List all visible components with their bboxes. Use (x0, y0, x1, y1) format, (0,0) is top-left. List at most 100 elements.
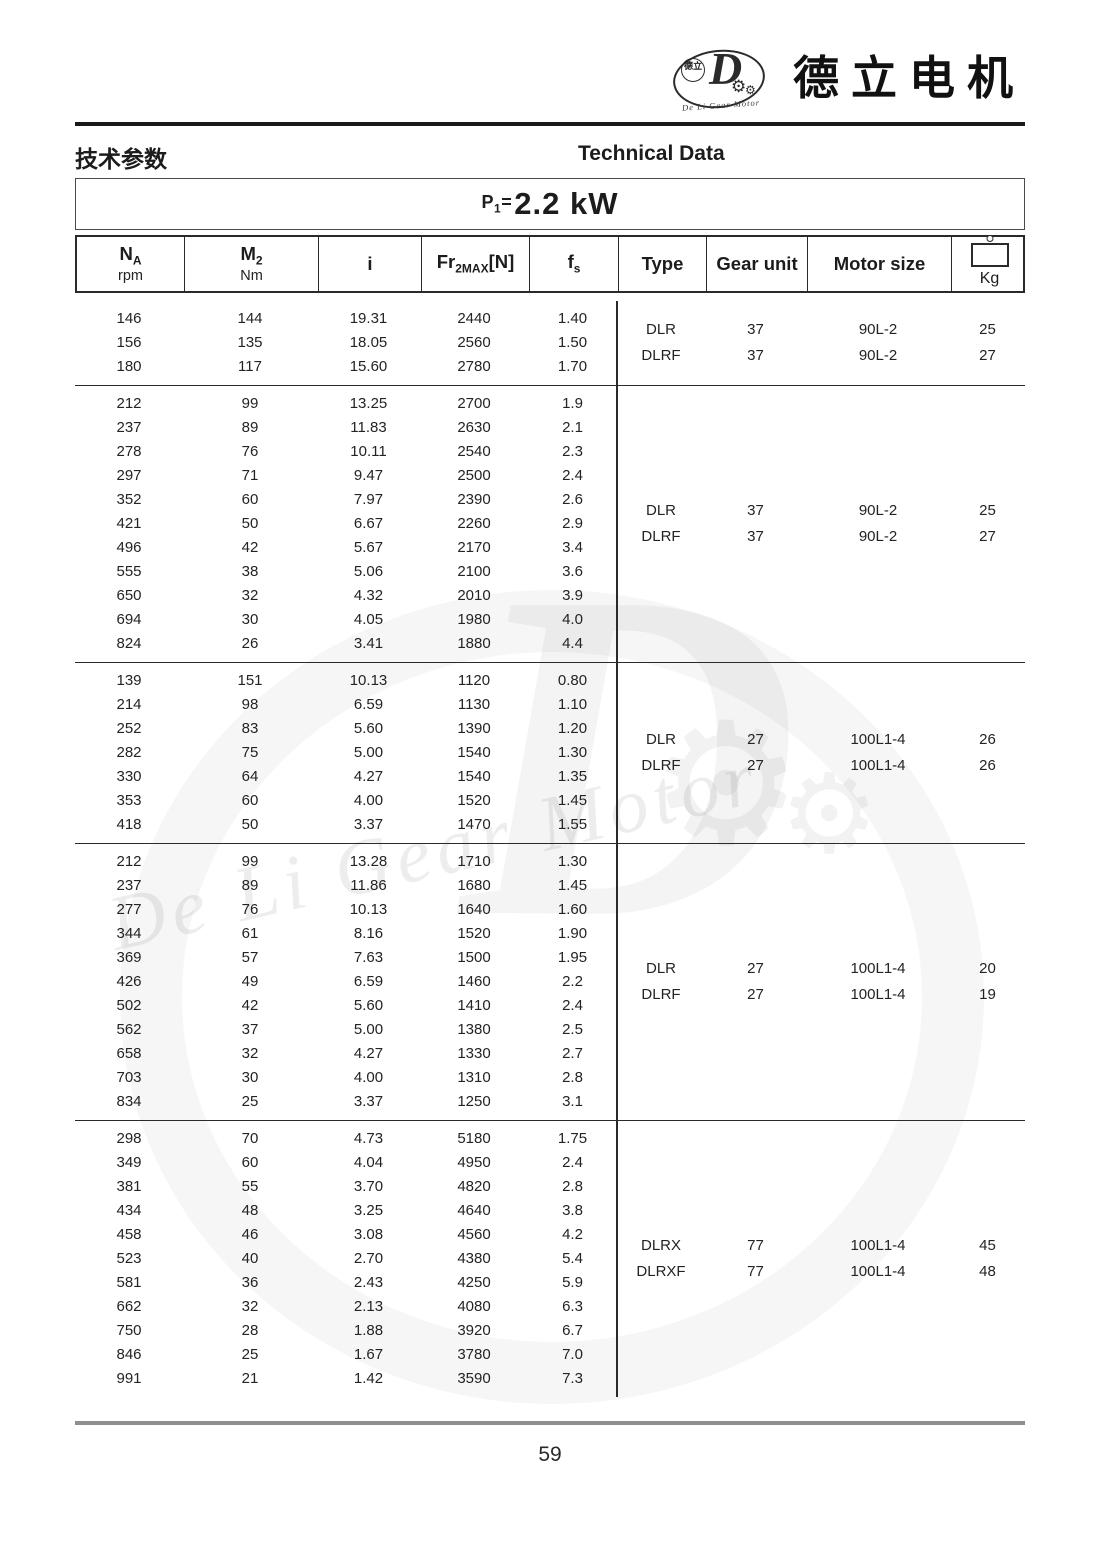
cell-i: 2.43 (353, 1274, 384, 1291)
cell-fr2max: 2010 (457, 587, 491, 604)
cell-fr2max: 1980 (457, 611, 491, 628)
cell-na: 237 (116, 419, 142, 436)
table-row: 650 32 4.32 2010 3.9 (75, 584, 617, 608)
model-row: DLRX 77 100L1-4 45 (617, 1233, 1025, 1259)
model-row: DLR 37 90L-2 25 (617, 498, 1025, 524)
cell-i: 11.83 (350, 419, 387, 436)
cell-na: 658 (116, 1045, 142, 1062)
cell-fs: 4.4 (562, 635, 583, 652)
model-cell-kg: 45 (979, 1237, 996, 1254)
cell-fr2max: 1460 (457, 973, 491, 990)
brand-header: 德立 D ⚙ ⚙ De Li Gear Motor 德立电机 (75, 0, 1025, 126)
cell-fr2max: 4820 (457, 1178, 491, 1195)
cell-m2: 89 (241, 419, 259, 436)
table-row: 277 76 10.13 1640 1.60 (75, 898, 617, 922)
model-cell-gear: 37 (747, 528, 764, 545)
cell-i: 5.67 (353, 539, 384, 556)
model-cell-gear: 77 (747, 1263, 764, 1280)
model-cell-gear: 77 (747, 1237, 764, 1254)
table-header: NA rpm M2 Nm i Fr2MAX[N] fs Type Gear un… (75, 235, 1025, 293)
cell-fr2max: 1500 (457, 949, 491, 966)
cell-fs: 7.0 (562, 1346, 583, 1363)
cell-i: 2.70 (353, 1250, 384, 1267)
table-row: 694 30 4.05 1980 4.0 (75, 608, 617, 632)
model-cell-type: DLRXF (636, 1263, 686, 1280)
cell-fr2max: 2170 (457, 539, 491, 556)
col-header-i: i (319, 237, 422, 291)
cell-i: 1.88 (353, 1322, 384, 1339)
cell-fr2max: 1540 (457, 744, 491, 761)
cell-fr2max: 2500 (457, 467, 491, 484)
cell-fr2max: 2390 (457, 491, 491, 508)
model-cell-kg: 48 (979, 1263, 996, 1280)
cell-na: 146 (116, 310, 142, 327)
model-row: DLR 37 90L-2 25 (617, 317, 1025, 343)
cell-i: 3.70 (353, 1178, 384, 1195)
cell-na: 330 (116, 768, 142, 785)
cell-na: 426 (116, 973, 142, 990)
model-cell-type: DLRX (640, 1237, 681, 1254)
model-cell-motor: 100L1-4 (850, 1237, 906, 1254)
cell-m2: 64 (241, 768, 259, 785)
cell-i: 3.37 (353, 1093, 384, 1110)
col-header-gear-unit: Gear unit (707, 237, 808, 291)
cell-m2: 55 (241, 1178, 259, 1195)
model-cell-gear: 37 (747, 502, 764, 519)
cell-i: 4.27 (353, 1045, 384, 1062)
cell-m2: 26 (241, 635, 259, 652)
model-cell-motor: 90L-2 (858, 321, 898, 338)
model-cell-kg: 20 (979, 960, 996, 977)
cell-m2: 60 (241, 491, 259, 508)
cell-m2: 48 (241, 1202, 259, 1219)
cell-fr2max: 4250 (457, 1274, 491, 1291)
cell-fr2max: 1380 (457, 1021, 491, 1038)
cell-i: 4.32 (353, 587, 384, 604)
model-cell-type: DLRF (641, 528, 681, 545)
table-body: 146 144 19.31 2440 1.40 156 135 18.05 2560 1.50 18… (75, 301, 1025, 1397)
table-row: 237 89 11.83 2630 2.1 (75, 416, 617, 440)
cell-i: 5.00 (353, 744, 384, 761)
cell-m2: 49 (241, 973, 259, 990)
data-block: 212 99 13.25 2700 1.9 237 89 11.83 2630 2.1 278 76 1… (75, 385, 1025, 662)
cell-i: 4.04 (353, 1154, 384, 1171)
cell-fs: 1.9 (562, 395, 583, 412)
brand-emblem: 德立 D ⚙ ⚙ De Li Gear Motor (669, 45, 773, 114)
cell-na: 298 (116, 1130, 142, 1147)
cell-m2: 89 (241, 877, 259, 894)
cell-fs: 2.4 (562, 467, 583, 484)
cell-fr2max: 1310 (457, 1069, 491, 1086)
table-row: 212 99 13.28 1710 1.30 (75, 850, 617, 874)
model-row: DLR 27 100L1-4 20 (617, 956, 1025, 982)
cell-fr2max: 4640 (457, 1202, 491, 1219)
emblem-cn-badge: 德立 (681, 58, 705, 82)
model-cell-gear: 27 (747, 960, 764, 977)
cell-i: 3.08 (353, 1226, 384, 1243)
cell-i: 3.37 (353, 816, 384, 833)
cell-na: 297 (116, 467, 142, 484)
cell-fr2max: 1470 (457, 816, 491, 833)
cell-na: 381 (116, 1178, 142, 1195)
cell-i: 15.60 (349, 358, 388, 375)
cell-i: 9.47 (353, 467, 384, 484)
cell-m2: 32 (241, 1298, 259, 1315)
cell-fs: 1.75 (557, 1130, 588, 1147)
cell-na: 662 (116, 1298, 142, 1315)
cell-fr2max: 1410 (457, 997, 491, 1014)
cell-fs: 1.35 (557, 768, 588, 785)
power-value: 2.2 kW (514, 186, 619, 221)
cell-fr2max: 1680 (457, 877, 491, 894)
cell-i: 4.73 (353, 1130, 384, 1147)
cell-m2: 40 (241, 1250, 259, 1267)
table-row: 212 99 13.25 2700 1.9 (75, 392, 617, 416)
table-row: 156 135 18.05 2560 1.50 (75, 331, 617, 355)
cell-fs: 2.8 (562, 1069, 583, 1086)
table-row: 562 37 5.00 1380 2.5 (75, 1018, 617, 1042)
cell-m2: 98 (241, 696, 259, 713)
cell-fs: 3.6 (562, 563, 583, 580)
cell-fs: 2.4 (562, 997, 583, 1014)
table-row: 581 36 2.43 4250 5.9 (75, 1271, 617, 1295)
cell-fs: 3.9 (562, 587, 583, 604)
model-cell-type: DLR (645, 960, 676, 977)
table-row: 555 38 5.06 2100 3.6 (75, 560, 617, 584)
model-row: DLRF 27 100L1-4 19 (617, 982, 1025, 1008)
